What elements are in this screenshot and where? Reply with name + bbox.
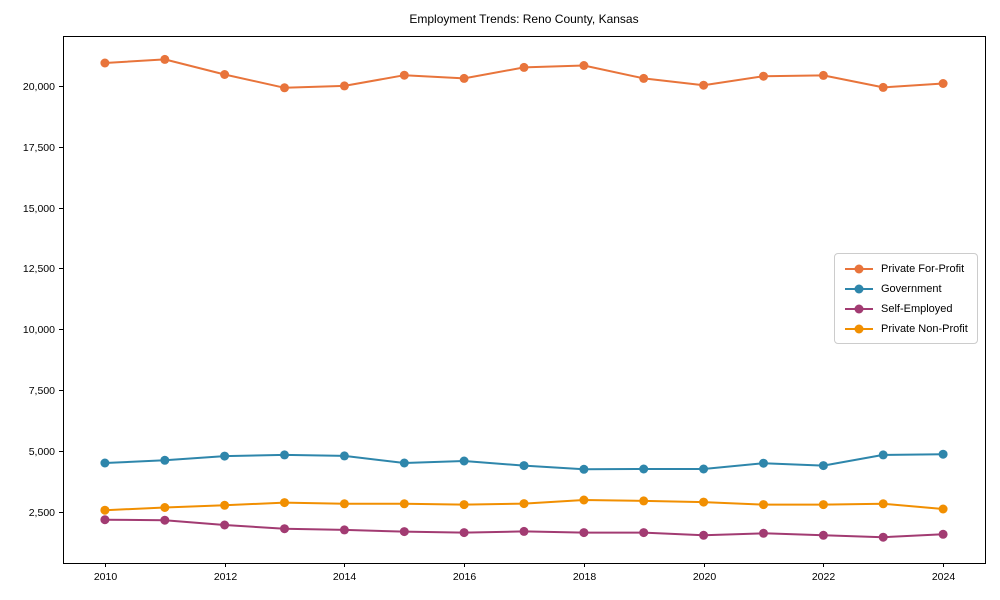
data-point-self-employed: [818, 530, 828, 540]
chart-title: Employment Trends: Reno County, Kansas: [409, 12, 639, 26]
data-point-government: [699, 464, 709, 474]
legend-marker-government: [845, 284, 873, 293]
series-self-employed: [100, 515, 948, 542]
y-axis-tick-label: 5,000: [29, 446, 55, 458]
legend-label-private-for-profit: Private For-Profit: [881, 262, 965, 275]
data-point-private-non-profit: [160, 503, 170, 512]
data-point-self-employed: [459, 528, 469, 538]
x-axis-tick-label: 2020: [693, 571, 717, 583]
data-point-government: [220, 451, 230, 461]
data-point-self-employed: [639, 528, 649, 538]
x-axis-tick-label: 2018: [573, 571, 597, 583]
data-point-government: [579, 464, 589, 474]
data-point-private-for-profit: [639, 73, 649, 83]
data-point-self-employed: [220, 520, 230, 530]
data-point-government: [339, 451, 349, 461]
data-point-private-non-profit: [639, 496, 649, 506]
y-axis-tick-label: 15,000: [23, 203, 55, 215]
data-point-self-employed: [878, 532, 888, 542]
legend-item-self-employed: Self-Employed: [844, 301, 969, 316]
data-point-government: [759, 458, 768, 468]
data-point-private-for-profit: [579, 61, 589, 70]
data-point-private-non-profit: [220, 500, 230, 510]
x-axis-tick-label: 2012: [214, 571, 238, 583]
data-point-self-employed: [579, 528, 589, 538]
data-point-government: [878, 450, 888, 460]
data-point-private-for-profit: [399, 70, 409, 80]
legend-marker-self-employed: [845, 304, 873, 313]
data-point-private-for-profit: [519, 62, 529, 72]
y-axis-tick-label: 10,000: [23, 324, 55, 336]
data-point-private-non-profit: [399, 499, 409, 509]
series-private-for-profit: [100, 54, 948, 93]
x-axis-tick-label: 2022: [812, 571, 836, 583]
data-point-self-employed: [100, 515, 110, 525]
data-point-private-non-profit: [579, 495, 589, 505]
data-point-self-employed: [399, 527, 409, 537]
y-axis-tick-label: 7,500: [29, 385, 55, 397]
data-point-private-non-profit: [759, 500, 768, 510]
series-private-non-profit: [100, 495, 948, 515]
data-point-government: [399, 458, 409, 468]
data-point-self-employed: [339, 525, 349, 535]
data-point-self-employed: [519, 526, 529, 536]
data-point-self-employed: [160, 515, 170, 525]
data-point-private-for-profit: [759, 71, 768, 81]
data-point-self-employed: [280, 524, 289, 534]
data-point-government: [519, 461, 529, 471]
legend-item-private-non-profit: Private Non-Profit: [844, 321, 969, 336]
data-point-government: [459, 456, 469, 466]
data-point-government: [938, 449, 948, 459]
data-point-private-for-profit: [339, 81, 349, 91]
legend-label-self-employed: Self-Employed: [881, 302, 953, 315]
data-point-government: [639, 464, 649, 474]
data-point-private-for-profit: [699, 80, 709, 90]
y-axis-tick-label: 20,000: [23, 81, 55, 93]
data-point-government: [160, 455, 170, 465]
series-government: [100, 449, 948, 474]
data-point-private-for-profit: [160, 54, 170, 64]
y-axis-tick-label: 12,500: [23, 263, 55, 275]
data-point-private-for-profit: [878, 82, 888, 92]
data-point-government: [100, 458, 110, 468]
plot-border: [63, 36, 986, 564]
legend-item-government: Government: [844, 281, 969, 296]
legend-marker-private-for-profit: [845, 264, 873, 273]
data-point-self-employed: [699, 530, 709, 540]
x-axis-tick-label: 2016: [453, 571, 477, 583]
data-point-private-non-profit: [459, 500, 469, 510]
x-axis-tick-label: 2010: [94, 571, 118, 583]
legend-marker-private-non-profit: [845, 324, 873, 333]
data-point-private-non-profit: [519, 499, 529, 509]
data-point-private-for-profit: [938, 79, 948, 88]
data-point-private-non-profit: [878, 499, 888, 509]
data-point-private-for-profit: [818, 70, 828, 80]
data-point-self-employed: [938, 529, 948, 539]
data-point-private-non-profit: [100, 505, 110, 515]
data-point-private-non-profit: [818, 500, 828, 510]
legend-item-private-for-profit: Private For-Profit: [844, 261, 969, 276]
legend-label-government: Government: [881, 282, 942, 295]
x-axis-tick-label: 2014: [333, 571, 357, 583]
data-point-self-employed: [759, 528, 768, 538]
data-point-private-non-profit: [938, 504, 948, 514]
data-point-private-for-profit: [220, 70, 230, 79]
data-point-government: [818, 461, 828, 471]
data-point-private-for-profit: [280, 83, 289, 93]
data-point-government: [280, 450, 289, 460]
y-axis-tick-label: 17,500: [23, 142, 55, 154]
data-point-private-for-profit: [459, 73, 469, 83]
data-point-private-non-profit: [280, 498, 289, 508]
x-axis-tick-label: 2024: [932, 571, 956, 583]
legend-label-private-non-profit: Private Non-Profit: [881, 322, 968, 335]
y-axis-tick-label: 2,500: [29, 507, 55, 519]
data-point-private-non-profit: [699, 497, 709, 507]
legend: Private For-Profit Government Self-Employe…: [834, 253, 978, 344]
data-point-private-for-profit: [100, 58, 110, 68]
data-point-private-non-profit: [339, 499, 349, 509]
